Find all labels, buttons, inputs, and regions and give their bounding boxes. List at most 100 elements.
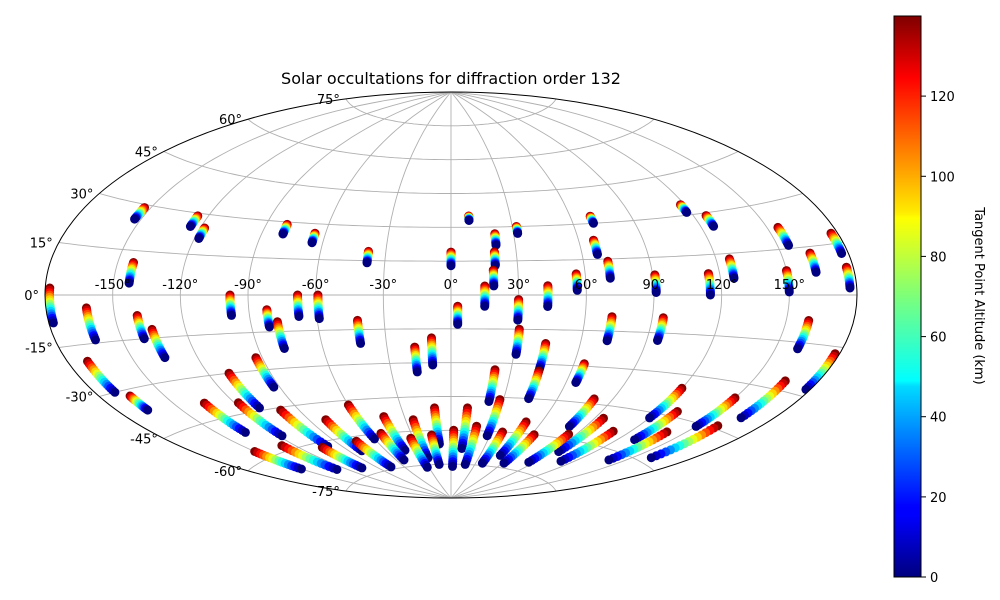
longitude-tick-labels: -150° -120° -90° -60° -30° 0° 30° 60° 90° 120° 150… (95, 278, 805, 293)
occultation-point (801, 384, 811, 394)
colorbar-gradient (893, 15, 922, 578)
occultation-track (448, 425, 459, 471)
occultation-point (448, 461, 457, 471)
longitude-tick-label: 0° (444, 278, 459, 293)
occultation-track (81, 303, 100, 345)
occultation-point (564, 422, 574, 431)
longitude-tick-label: -60° (302, 278, 330, 293)
occultation-track (841, 262, 855, 293)
latitude-tick-label: -75° (312, 485, 340, 500)
occultation-point (554, 447, 564, 457)
occultation-track (499, 430, 539, 468)
occultation-track (293, 290, 304, 321)
occultation-track (251, 353, 279, 392)
parallel-line (99, 193, 803, 228)
latitude-tick-label: 15° (30, 237, 53, 252)
parallel-line (247, 118, 655, 161)
occultation-track (484, 365, 500, 406)
occultation-track (703, 269, 715, 300)
occultation-point (227, 310, 236, 320)
occultation-point (185, 222, 195, 231)
occultation-point (524, 394, 534, 404)
occultation-track (604, 427, 672, 465)
occultation-point (784, 287, 794, 297)
occultation-track (602, 312, 617, 346)
occultation-point (294, 312, 304, 321)
occultation-track (495, 417, 531, 460)
occultation-point (139, 334, 149, 344)
occultation-track (464, 211, 474, 225)
occultation-track (691, 393, 740, 431)
longitude-tick-label: -30° (369, 278, 397, 293)
occultation-point (332, 465, 342, 474)
latitude-tick-label: -45° (130, 433, 158, 448)
occultation-track (353, 315, 366, 348)
latitude-tick-label: 75° (317, 93, 340, 108)
occultation-track (233, 398, 287, 441)
occultation-track (571, 269, 582, 295)
occultation-point (124, 278, 134, 288)
occultation-track (488, 265, 499, 291)
occultation-point (428, 360, 438, 370)
colorbar-tick-label: 100 (930, 170, 955, 185)
occultation-point (143, 405, 153, 415)
colorbar-ticks: 0 20 40 60 80 100 120 (921, 90, 955, 586)
occultation-track (225, 290, 236, 320)
colorbar-tick-label: 60 (930, 331, 947, 346)
occultation-track (543, 281, 553, 311)
occultation-point (399, 455, 409, 465)
occultation-track (379, 412, 410, 455)
occultation-point (630, 435, 640, 445)
occultation-point (278, 229, 288, 239)
parallel-line (163, 151, 739, 194)
occultation-track (571, 359, 589, 387)
occultation-track (480, 281, 490, 311)
occultation-point (279, 344, 289, 353)
occultation-point (604, 455, 614, 465)
occultation-track (408, 415, 433, 463)
occultation-point (495, 450, 505, 460)
latitude-tick-label: 45° (135, 146, 158, 161)
longitude-tick-label: 150° (774, 278, 805, 293)
occultation-point (460, 459, 470, 469)
occultation-track (410, 342, 422, 377)
occultation-point (370, 434, 379, 444)
occultation-point (386, 462, 396, 472)
occultation-point (464, 216, 474, 225)
occultation-point (160, 353, 170, 363)
occultation-point (811, 267, 821, 277)
occultation-point (784, 240, 794, 250)
occultation-point (477, 458, 487, 468)
occultation-point (412, 367, 422, 377)
occultation-point (691, 421, 701, 431)
map-boundary (44, 91, 858, 499)
occultation-point (255, 403, 264, 413)
occultation-track (793, 316, 814, 354)
occultation-track (585, 211, 598, 228)
occultation-track (646, 421, 723, 463)
occultation-point (356, 338, 366, 348)
occultation-track (446, 247, 456, 271)
occultation-track (124, 258, 138, 288)
latitude-tick-label: 30° (70, 188, 93, 203)
occultation-track (427, 430, 444, 469)
occultation-track (317, 443, 367, 473)
occultation-track (489, 247, 500, 270)
occultation-point (269, 382, 279, 392)
occultation-track (556, 426, 618, 466)
occultation-point (240, 427, 250, 437)
occultation-track (650, 270, 661, 297)
occultation-track (554, 413, 608, 457)
occultation-track (482, 395, 505, 441)
occultation-track (513, 295, 524, 325)
latitude-tick-label: -60° (214, 465, 242, 480)
occultation-track (351, 436, 396, 472)
occultation-point (646, 453, 656, 463)
occultation-track (524, 429, 574, 467)
occultation-point (589, 218, 598, 228)
latitude-tick-labels: -75° -60° -45° -30° -15° 0° 15° 30° 45° 60° 75° (24, 93, 340, 500)
occultation-track (477, 427, 507, 468)
parallel-line (58, 328, 844, 348)
occultation-track (535, 339, 551, 374)
